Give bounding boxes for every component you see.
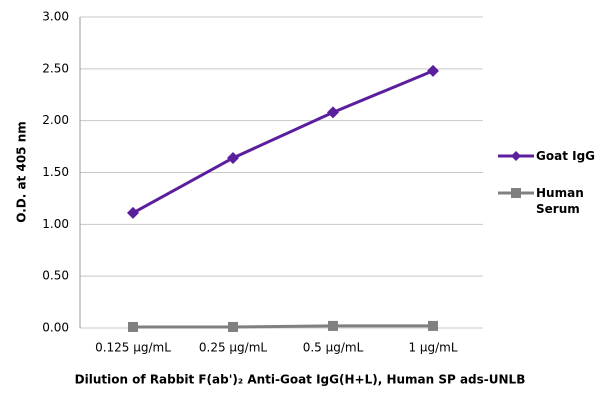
y-tick-label: 1.00 bbox=[42, 217, 69, 231]
data-point bbox=[228, 321, 238, 332]
data-point bbox=[427, 64, 439, 77]
x-axis-label: Dilution of Rabbit F(ab')₂ Anti-Goat IgG… bbox=[75, 373, 526, 387]
y-tick-label: 1.50 bbox=[42, 165, 69, 179]
data-point bbox=[227, 151, 239, 164]
y-tick-label: 2.00 bbox=[42, 113, 69, 127]
series-line bbox=[132, 69, 434, 215]
x-tick-label: 0.5 μg/mL bbox=[303, 341, 364, 355]
data-point bbox=[327, 106, 339, 119]
x-tick-label: 0.25 μg/mL bbox=[199, 341, 268, 355]
y-tick-label: 0.00 bbox=[42, 321, 69, 335]
legend-swatch bbox=[498, 151, 534, 161]
legend-entry: Goat IgG bbox=[496, 148, 598, 164]
y-tick-label: 2.50 bbox=[42, 61, 69, 75]
legend-swatch bbox=[498, 188, 534, 198]
y-tick-label: 3.00 bbox=[42, 10, 69, 24]
legend-label: Goat IgG bbox=[536, 149, 596, 163]
data-point bbox=[128, 321, 138, 332]
x-tick-label: 0.125 μg/mL bbox=[95, 341, 171, 355]
x-tick-label: 1 μg/mL bbox=[408, 341, 457, 355]
data-point bbox=[428, 320, 438, 331]
y-axis-label: O.D. at 405 nm bbox=[15, 121, 29, 222]
legend-label: Human Serum bbox=[536, 186, 584, 216]
legend-entry: Human Serum bbox=[496, 185, 598, 217]
series-line bbox=[133, 324, 433, 329]
data-point bbox=[328, 320, 338, 331]
data-point bbox=[127, 206, 139, 219]
y-tick-label: 0.50 bbox=[42, 269, 69, 283]
